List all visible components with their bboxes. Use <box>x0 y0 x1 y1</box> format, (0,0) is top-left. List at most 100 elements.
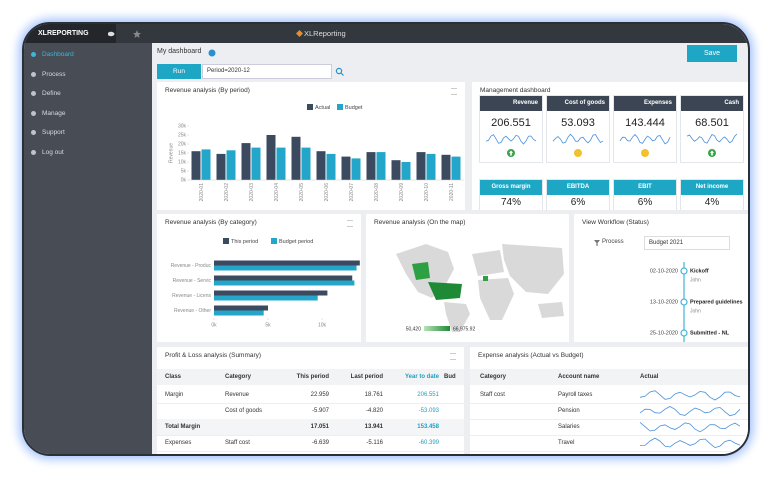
table-header-bg <box>470 369 748 385</box>
x-tick-label: 2020-01 <box>199 183 205 202</box>
table-cell: -5.116 <box>366 440 383 446</box>
nav-item[interactable]: Define <box>42 90 61 97</box>
column-header: Last period <box>350 374 383 380</box>
nav-item[interactable]: Log out <box>42 148 64 156</box>
search-icon[interactable] <box>335 67 345 77</box>
bar <box>214 305 268 311</box>
table-cell: 153.458 <box>417 424 439 430</box>
x-tick-label: 2020-10 <box>424 183 430 202</box>
info-icon[interactable] <box>208 49 216 57</box>
top-bar: XLREPORTING XLReporting <box>24 24 748 43</box>
bar <box>366 152 376 180</box>
x-tick-label: 2020-05 <box>299 183 305 202</box>
y-tick-label: Revenue - Servic <box>173 278 212 284</box>
nav-item[interactable]: Process <box>42 70 66 78</box>
event-label: Kickoff <box>690 268 709 274</box>
row-line <box>157 435 464 436</box>
legend-swatch <box>223 238 229 244</box>
kpi-graphics <box>485 134 537 157</box>
event-date: 13-10-2020 <box>650 299 678 305</box>
margin-card: Gross margin 74% <box>479 179 543 210</box>
row-line <box>157 451 464 452</box>
sparkline <box>619 133 671 145</box>
europe <box>472 250 504 276</box>
column-header: Bud <box>444 374 456 380</box>
nav-item[interactable]: Support <box>42 129 65 136</box>
panel-menu[interactable] <box>450 353 456 360</box>
y-axis-label: Revenue <box>168 143 174 163</box>
sparkline <box>639 390 741 401</box>
x-tick-label: 10k <box>318 322 327 328</box>
x-tick-label: 2020-08 <box>374 183 380 202</box>
bar <box>276 147 286 180</box>
kpi-label: Cost of goods <box>547 96 609 111</box>
row-sparkline <box>639 437 741 449</box>
timeline: 02-10-2020 Kickoff John 13-10-2020 Prepared … <box>650 262 743 342</box>
star-icon[interactable] <box>133 30 141 38</box>
bar <box>214 290 328 296</box>
panel-title: Expense analysis (Actual vs Budget) <box>478 352 584 359</box>
nav-item[interactable]: Dashboard <box>42 51 74 58</box>
bar <box>214 265 357 271</box>
table-cell: -6.639 <box>311 440 329 446</box>
bar <box>316 151 326 180</box>
x-tick-label: 0k <box>211 322 217 328</box>
save-button[interactable]: Save <box>687 45 737 62</box>
logo-mark <box>296 30 303 37</box>
app-window: XLREPORTING XLReporting Dashboard Process… <box>22 22 750 456</box>
sparkline <box>552 133 604 144</box>
logo-diamond <box>296 30 303 37</box>
x-tick-label: 2020-09 <box>399 183 405 202</box>
bar <box>266 135 276 180</box>
bar <box>201 149 211 180</box>
nav-item[interactable]: Manage <box>42 109 66 117</box>
nav-icon <box>31 130 36 135</box>
expense-panel: Expense analysis (Actual vs Budget) Cate… <box>470 347 748 454</box>
timeline-node <box>680 298 688 306</box>
sparkline <box>639 422 741 433</box>
kpi-value: 68.501 <box>695 117 729 129</box>
filter-dropdown[interactable]: Budget 2021 <box>644 236 730 250</box>
table-cell: Salaries <box>558 424 580 430</box>
table-cell: Revenue <box>225 392 250 398</box>
panel-menu[interactable] <box>451 88 457 95</box>
kpi-card: Revenue 206.551 <box>479 95 543 163</box>
table-cell: Expenses <box>165 440 192 446</box>
kpi-graphics <box>686 133 738 157</box>
period-input[interactable]: Period=2020-12 <box>202 64 332 79</box>
margin-label: Net income <box>681 180 743 195</box>
run-button[interactable]: Run <box>157 64 201 79</box>
map-legend-max: 66,975.92 <box>453 326 475 332</box>
app-name: XLReporting <box>304 29 346 38</box>
table-cell: Pension <box>558 408 580 414</box>
timeline-node <box>680 329 688 337</box>
bar <box>341 156 351 180</box>
sparkline <box>639 437 741 449</box>
workflow-panel: View Workflow (Status) Process Budget 20… <box>574 214 748 342</box>
table-cell: Travel <box>558 440 575 446</box>
page-title: My dashboard <box>157 48 202 55</box>
bar <box>401 162 411 180</box>
table-cell: 17.051 <box>310 424 329 430</box>
table-header-bg <box>157 369 464 385</box>
nav-icon <box>31 71 36 77</box>
south-america <box>444 302 470 332</box>
table-cell: -60.399 <box>418 440 439 446</box>
row-line <box>157 403 464 404</box>
table-cell: Payroll taxes <box>558 392 593 398</box>
status-icon <box>574 149 582 157</box>
table-cell: Staff cost <box>225 440 250 446</box>
nav-icon <box>31 149 36 155</box>
column-header: Class <box>165 374 182 380</box>
panel-title: View Workflow (Status) <box>582 219 649 226</box>
chart: 0k 5k 10k Revenue - Produc Revenue - Servic R… <box>171 238 360 328</box>
brand[interactable]: XLREPORTING <box>24 24 116 43</box>
panel-title: Management dashboard <box>480 87 551 94</box>
map-legend-min: 50,420 <box>406 326 422 332</box>
y-tick-label: Revenue - Licens <box>172 293 211 299</box>
row-sparkline <box>639 390 741 401</box>
column-header: Category <box>225 374 252 380</box>
eye-icon[interactable] <box>108 31 115 37</box>
kpi-label: Revenue <box>480 96 542 111</box>
panel-menu[interactable] <box>347 220 353 227</box>
